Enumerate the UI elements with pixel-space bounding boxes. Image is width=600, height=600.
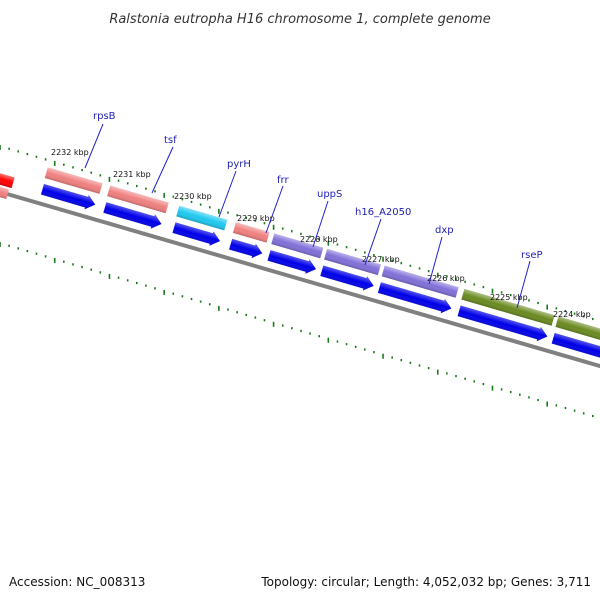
gene-band-3-shade [176,205,228,231]
gene-label-pyrH: pyrH [227,159,251,170]
red-feature-cds [0,181,10,200]
cds-arrow-5-shade [267,250,317,274]
gene-label-rpsB: rpsB [93,111,116,122]
gene-band-6 [324,248,381,276]
cds-arrow-4 [229,238,263,259]
gene-band-4 [232,222,270,243]
kbp-label-2228-kbp: 2228 kbp [300,235,338,244]
cds-arrow-2 [103,202,162,229]
red-feature-band [0,169,15,189]
gene-label-line-frr [265,185,284,234]
cds-arrow-8-shade [457,305,548,342]
gene-label-line-pyrH [218,170,237,218]
cds-arrow-3-shade [172,222,221,246]
gene-band-3 [176,205,228,231]
gene-band-7-shade [381,265,459,298]
gene-band-5-shade [271,233,324,259]
cds-arrow-4-shade [229,238,263,259]
gene-label-line-dxp [428,236,443,285]
accession-text: Accession: NC_008313 [9,575,145,589]
topology-text: Topology: circular; Length: 4,052,032 bp… [260,575,591,589]
kbp-label-2226-kbp: 2226 kbp [427,274,465,283]
kbp-label-2227-kbp: 2227 kbp [362,255,400,264]
label-layer: 2232 kbp 2231 kbp 2230 kbp 2229 kbp 2228 kbp… [51,111,591,319]
tick-ruler [0,145,594,418]
cds-arrow-9 [551,332,600,362]
red-feature-band-shade [0,169,15,189]
gene-label-uppS: uppS [317,189,342,200]
kbp-label-2232-kbp: 2232 kbp [51,148,89,157]
kbp-label-2224-kbp: 2224 kbp [553,310,591,319]
gene-label-dxp: dxp [435,225,454,236]
gene-band-7 [381,265,459,298]
kbp-label-2229-kbp: 2229 kbp [237,214,275,223]
gene-band-1-shade [44,167,103,194]
cds-arrow-7-shade [377,282,452,314]
cds-arrow-7 [377,282,452,314]
gene-band-2-shade [107,185,169,214]
cds-arrow-9-shade [551,332,600,362]
cds-arrow-1-shade [40,184,96,210]
kbp-label-2230-kbp: 2230 kbp [174,192,212,201]
gene-band-8 [461,288,555,326]
cds-arrow-5 [267,250,317,274]
gene-label-line-rpsB [84,123,104,169]
map-title: Ralstonia eutropha H16 chromosome 1, com… [109,12,490,27]
gene-label-line-tsf [151,146,174,194]
cds-arrow-6-shade [320,265,374,291]
gene-label-line-h16_A2050 [364,218,382,266]
gene-band-6-shade [324,248,381,276]
cds-arrow-1 [40,184,96,210]
kbp-label-2231-kbp: 2231 kbp [113,170,151,179]
gene-band-5 [271,233,324,259]
gene-band-9-shade [555,316,600,347]
red-feature-cds-shade [0,181,10,200]
gene-label-rseP: rseP [521,250,543,261]
gene-label-frr: frr [277,175,289,186]
gene-label-line-uppS [312,200,329,248]
cds-arrow-3 [172,222,221,246]
gene-label-h16_A2050: h16_A2050 [355,207,411,218]
chromosome-backbone [0,189,600,369]
gene-band-9 [555,316,600,347]
gene-label-tsf: tsf [164,135,177,146]
cds-arrow-2-shade [103,202,162,229]
gene-band-8-shade [461,288,555,326]
gene-band-1 [44,167,103,194]
feature-track [0,167,600,362]
gene-band-4-shade [232,222,270,243]
gene-label-line-rseP [516,260,531,309]
gene-band-2 [107,185,169,214]
backbone-line [0,189,600,369]
cds-arrow-6 [320,265,374,291]
cds-arrow-8 [457,305,548,342]
kbp-label-2225-kbp: 2225 kbp [490,293,528,302]
